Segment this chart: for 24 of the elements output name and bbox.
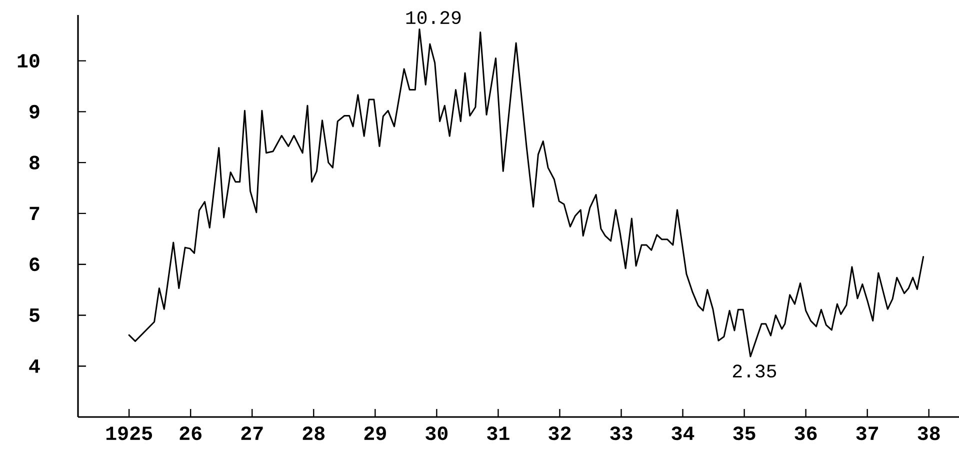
annotation: 10.29 <box>406 11 461 24</box>
y-tick-label: 9 <box>30 104 40 118</box>
x-tick-label: 27 <box>241 426 263 440</box>
x-tick-label: 37 <box>856 426 878 440</box>
y-tick-label: 4 <box>29 360 40 373</box>
x-tick-label: 33 <box>610 426 632 440</box>
x-tick-label: 32 <box>548 426 571 440</box>
annotation: 2.35 <box>732 364 776 378</box>
line-series <box>128 28 924 358</box>
y-tick-label: 5 <box>29 308 40 322</box>
x-tick-label: 31 <box>487 426 510 440</box>
x-tick-label: 26 <box>180 426 202 440</box>
y-tick-label: 10 <box>18 54 40 68</box>
x-tick-label: 36 <box>794 426 817 440</box>
y-tick-label: 6 <box>30 258 40 272</box>
y-tick-label: 8 <box>30 156 40 170</box>
x-tick-label: 1925 <box>106 426 152 440</box>
y-tick-label: 7 <box>30 206 40 220</box>
x-tick-label: 34 <box>672 426 694 440</box>
x-tick-label: 28 <box>302 426 325 440</box>
x-tick-label: 38 <box>918 426 940 440</box>
x-tick-label: 30 <box>426 426 448 440</box>
x-tick-label: 35 <box>733 426 756 440</box>
x-tick-label: 29 <box>364 426 386 440</box>
